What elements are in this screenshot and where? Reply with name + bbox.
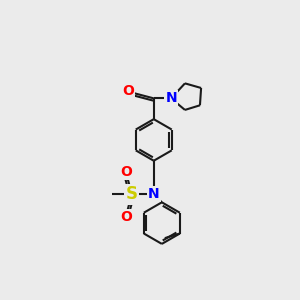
Text: O: O xyxy=(120,165,132,179)
Text: S: S xyxy=(126,185,138,203)
Text: N: N xyxy=(165,92,177,105)
Text: O: O xyxy=(120,210,132,224)
Text: N: N xyxy=(148,187,160,201)
Text: O: O xyxy=(122,84,134,98)
